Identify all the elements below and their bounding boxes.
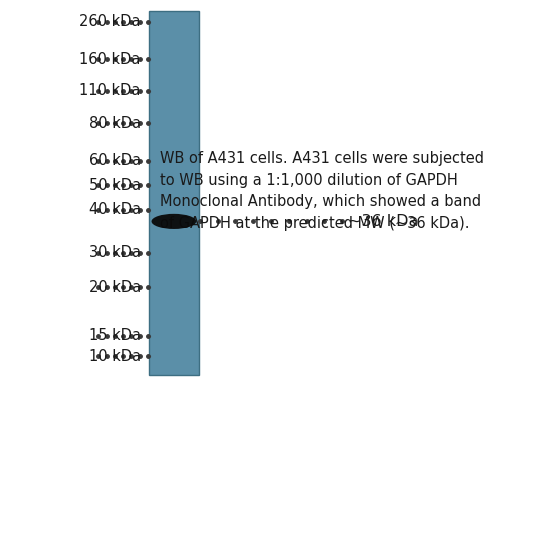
Text: 50 kDa: 50 kDa	[89, 178, 141, 193]
Text: 160 kDa: 160 kDa	[79, 52, 141, 67]
Text: 10 kDa: 10 kDa	[89, 349, 141, 364]
Text: 60 kDa: 60 kDa	[89, 153, 141, 168]
Text: ~36 kDa: ~36 kDa	[348, 214, 418, 229]
Bar	[149, 11, 199, 375]
Text: 15 kDa: 15 kDa	[89, 328, 141, 343]
Text: 110 kDa: 110 kDa	[79, 83, 141, 98]
Text: 80 kDa: 80 kDa	[89, 116, 141, 131]
Text: 20 kDa: 20 kDa	[88, 280, 141, 295]
Text: 40 kDa: 40 kDa	[89, 202, 141, 217]
Text: 260 kDa: 260 kDa	[79, 14, 141, 29]
Text: 30 kDa: 30 kDa	[89, 245, 141, 260]
Ellipse shape	[151, 214, 197, 229]
Text: WB of A431 cells. A431 cells were subjected
to WB using a 1:1,000 dilution of GA: WB of A431 cells. A431 cells were subjec…	[160, 151, 484, 231]
